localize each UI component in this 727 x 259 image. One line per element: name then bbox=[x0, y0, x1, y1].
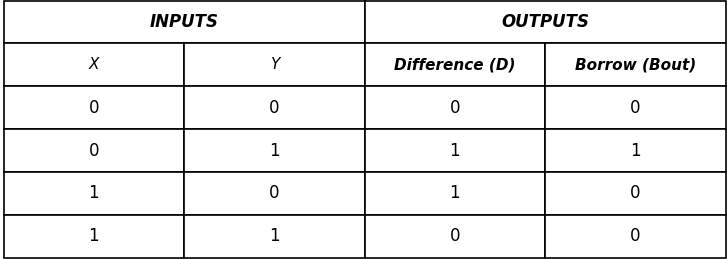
Text: INPUTS: INPUTS bbox=[150, 13, 219, 31]
Text: 1: 1 bbox=[269, 227, 280, 245]
Text: 1: 1 bbox=[269, 142, 280, 160]
Bar bbox=[184, 172, 364, 215]
Text: 0: 0 bbox=[89, 142, 99, 160]
Text: Y: Y bbox=[270, 57, 279, 72]
Bar bbox=[364, 172, 545, 215]
Bar bbox=[364, 129, 545, 172]
Text: 1: 1 bbox=[449, 184, 460, 202]
Bar bbox=[4, 1, 364, 43]
Bar bbox=[4, 129, 184, 172]
Text: Difference (D): Difference (D) bbox=[394, 57, 515, 72]
Text: 1: 1 bbox=[89, 227, 99, 245]
Bar bbox=[184, 86, 364, 129]
Bar bbox=[545, 172, 726, 215]
Text: 0: 0 bbox=[630, 99, 640, 117]
Bar bbox=[184, 43, 364, 86]
Text: Borrow (Bout): Borrow (Bout) bbox=[574, 57, 696, 72]
Bar bbox=[364, 215, 545, 258]
Text: 1: 1 bbox=[449, 142, 460, 160]
Bar bbox=[4, 215, 184, 258]
Text: X: X bbox=[89, 57, 99, 72]
Text: 0: 0 bbox=[89, 99, 99, 117]
Bar bbox=[545, 129, 726, 172]
Text: 0: 0 bbox=[630, 227, 640, 245]
Text: 0: 0 bbox=[449, 99, 460, 117]
Bar bbox=[545, 215, 726, 258]
Text: 1: 1 bbox=[630, 142, 640, 160]
Text: 1: 1 bbox=[89, 184, 99, 202]
Text: 0: 0 bbox=[630, 184, 640, 202]
Text: 0: 0 bbox=[269, 99, 280, 117]
Bar bbox=[545, 86, 726, 129]
Bar bbox=[184, 215, 364, 258]
Bar bbox=[364, 1, 726, 43]
Bar bbox=[4, 86, 184, 129]
Text: OUTPUTS: OUTPUTS bbox=[501, 13, 589, 31]
Bar bbox=[545, 43, 726, 86]
Text: 0: 0 bbox=[269, 184, 280, 202]
Bar bbox=[4, 172, 184, 215]
Bar bbox=[184, 129, 364, 172]
Bar bbox=[4, 43, 184, 86]
Text: 0: 0 bbox=[449, 227, 460, 245]
Bar bbox=[364, 43, 545, 86]
Bar bbox=[364, 86, 545, 129]
